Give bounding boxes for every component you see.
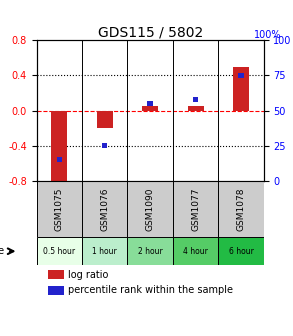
Text: GSM1078: GSM1078 (236, 187, 246, 231)
Text: GSM1075: GSM1075 (55, 187, 64, 231)
Bar (37, 237, 82, 265)
Bar (37, 181, 82, 237)
Bar (142, 106, 158, 111)
Text: 0.5 hour: 0.5 hour (43, 247, 75, 256)
Bar (238, 73, 244, 78)
Text: log ratio: log ratio (69, 270, 109, 280)
Text: GSM1077: GSM1077 (191, 187, 200, 231)
Text: 2 hour: 2 hour (138, 247, 163, 256)
Text: GSM1090: GSM1090 (146, 187, 155, 231)
Bar (147, 101, 153, 106)
Bar (127, 181, 173, 237)
Bar (173, 237, 218, 265)
Title: GDS115 / 5802: GDS115 / 5802 (98, 25, 203, 39)
Text: 100%: 100% (254, 30, 282, 40)
Bar (82, 237, 127, 265)
Text: percentile rank within the sample: percentile rank within the sample (69, 285, 234, 295)
Bar (127, 237, 173, 265)
Bar (102, 143, 108, 149)
Bar (48, 270, 64, 280)
Bar (173, 181, 218, 237)
Bar (82, 181, 127, 237)
Text: 6 hour: 6 hour (229, 247, 253, 256)
Bar (57, 157, 62, 163)
Bar (233, 67, 249, 111)
Bar (188, 106, 204, 111)
Bar (218, 237, 264, 265)
Text: 1 hour: 1 hour (92, 247, 117, 256)
Bar (218, 181, 264, 237)
Bar (48, 286, 64, 295)
Bar (51, 111, 67, 186)
Text: 4 hour: 4 hour (183, 247, 208, 256)
Text: time: time (0, 246, 5, 256)
Bar (97, 111, 113, 128)
Bar (193, 97, 198, 102)
Text: GSM1076: GSM1076 (100, 187, 109, 231)
